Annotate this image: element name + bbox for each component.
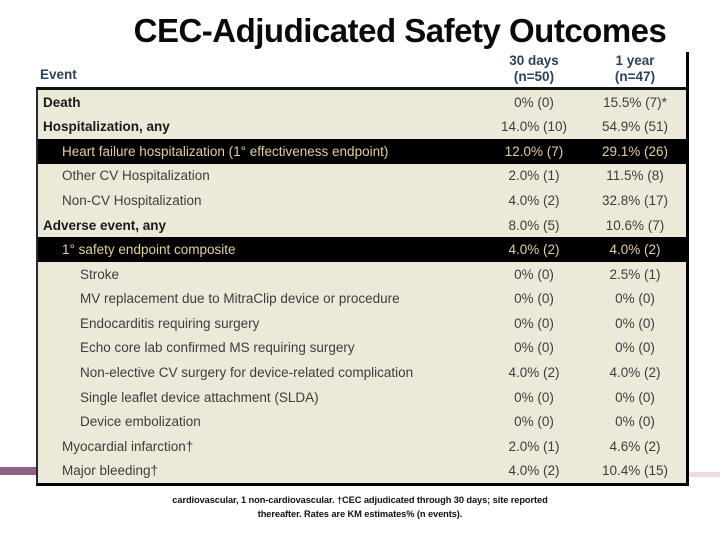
- table-row: Echo core lab confirmed MS requiring sur…: [38, 336, 686, 361]
- footnote: cardiovascular, 1 non-cardiovascular. †C…: [40, 494, 680, 522]
- col-1year-header: 1 year (n=47): [584, 53, 686, 87]
- event-label: Death: [43, 94, 81, 110]
- value-30days: 0% (0): [514, 389, 554, 405]
- table-row: Device embolization 0% (0) 0% (0): [38, 409, 686, 434]
- table-row: Stroke 0% (0) 2.5% (1): [38, 262, 686, 287]
- value-30days: 0% (0): [514, 340, 554, 356]
- table-row: 1° safety endpoint composite 4.0% (2) 4.0%…: [38, 237, 686, 262]
- table-header: Event 30 days (n=50) 1 year (n=47): [36, 52, 686, 90]
- value-30days: 4.0% (2): [508, 364, 560, 380]
- value-1year: 29.1% (26): [601, 143, 669, 159]
- value-30days: 2.0% (1): [508, 168, 560, 184]
- table-body: Death 0% (0) 15.5% (7)* Hospitalization, an…: [36, 90, 686, 486]
- value-30days: 0% (0): [514, 266, 554, 282]
- value-1year: 0% (0): [615, 291, 655, 307]
- value-1year: 4.0% (2): [609, 242, 661, 258]
- table-row: Myocardial infarction† 2.0% (1) 4.6% (2): [38, 434, 686, 459]
- value-1year: 54.9% (51): [601, 119, 669, 135]
- table-row: Heart failure hospitalization (1° effect…: [38, 139, 686, 164]
- value-1year: 0% (0): [615, 389, 655, 405]
- event-label: Endocarditis requiring surgery: [80, 315, 260, 331]
- table-row: Non-elective CV surgery for device-relat…: [38, 360, 686, 385]
- value-30days: 0% (0): [514, 291, 554, 307]
- event-label: Device embolization: [80, 414, 201, 430]
- table-row: Single leaflet device attachment (SLDA) 0…: [38, 385, 686, 410]
- event-label: Adverse event, any: [43, 217, 167, 233]
- event-label: Non-CV Hospitalization: [62, 193, 202, 209]
- value-1year: 4.0% (2): [609, 364, 661, 380]
- event-label: 1° safety endpoint composite: [62, 242, 236, 258]
- event-label: Heart failure hospitalization (1° effect…: [62, 143, 389, 159]
- event-label: Other CV Hospitalization: [62, 168, 210, 184]
- col-1year-line1: 1 year: [615, 52, 655, 68]
- value-30days: 2.0% (1): [508, 438, 560, 454]
- table-row: Other CV Hospitalization 2.0% (1) 11.5% (8…: [38, 164, 686, 189]
- event-label: Myocardial infarction†: [62, 438, 194, 454]
- event-label: Stroke: [80, 266, 120, 282]
- table-row: Hospitalization, any 14.0% (10) 54.9% (51): [38, 115, 686, 140]
- slide-title: CEC-Adjudicated Safety Outcomes: [133, 12, 667, 49]
- table-row: Major bleeding† 4.0% (2) 10.4% (15): [38, 458, 686, 483]
- col-1year-line2: (n=47): [614, 68, 656, 84]
- outcomes-table: Event 30 days (n=50) 1 year (n=47) Death…: [36, 52, 689, 486]
- event-column-header: Event: [40, 67, 77, 82]
- value-1year: 0% (0): [615, 414, 655, 430]
- value-30days: 0% (0): [514, 94, 554, 110]
- footnote-line1: cardiovascular, 1 non-cardiovascular. †C…: [172, 495, 548, 505]
- col-30days-header: 30 days (n=50): [484, 53, 584, 87]
- table-row: Non-CV Hospitalization 4.0% (2) 32.8% (17): [38, 188, 686, 213]
- value-1year: 11.5% (8): [606, 168, 664, 184]
- table-row: Death 0% (0) 15.5% (7)*: [38, 90, 686, 115]
- value-1year: 0% (0): [615, 315, 655, 331]
- event-label: Hospitalization, any: [43, 119, 170, 135]
- value-30days: 4.0% (2): [508, 193, 560, 209]
- col-30days-line1: 30 days: [509, 52, 559, 68]
- table-row: Endocarditis requiring surgery 0% (0) 0% (…: [38, 311, 686, 336]
- accent-bar-right: [687, 472, 720, 477]
- value-1year: 10.6% (7): [605, 217, 665, 233]
- value-30days: 12.0% (7): [504, 143, 564, 159]
- value-30days: 0% (0): [514, 414, 554, 430]
- value-30days: 14.0% (10): [500, 119, 568, 135]
- accent-bar-left: [0, 467, 36, 475]
- event-label: Non-elective CV surgery for device-relat…: [80, 364, 414, 380]
- event-label: Single leaflet device attachment (SLDA): [80, 389, 319, 405]
- value-1year: 15.5% (7)*: [603, 94, 667, 110]
- value-1year: 4.6% (2): [609, 438, 661, 454]
- table-row: MV replacement due to MitraClip device o…: [38, 287, 686, 312]
- value-1year: 32.8% (17): [601, 193, 669, 209]
- col-30days-line2: (n=50): [513, 68, 555, 84]
- value-30days: 4.0% (2): [508, 242, 560, 258]
- table-row: Adverse event, any 8.0% (5) 10.6% (7): [38, 213, 686, 238]
- value-30days: 8.0% (5): [508, 217, 560, 233]
- value-30days: 4.0% (2): [508, 463, 560, 479]
- footnote-line2: thereafter. Rates are KM estimates% (n e…: [257, 508, 463, 519]
- value-1year: 2.5% (1): [609, 266, 661, 282]
- event-label: MV replacement due to MitraClip device o…: [80, 291, 400, 307]
- value-1year: 0% (0): [615, 340, 655, 356]
- event-label: Major bleeding†: [62, 463, 159, 479]
- value-30days: 0% (0): [514, 315, 554, 331]
- event-label: Echo core lab confirmed MS requiring sur…: [80, 340, 355, 356]
- value-1year: 10.4% (15): [601, 463, 669, 479]
